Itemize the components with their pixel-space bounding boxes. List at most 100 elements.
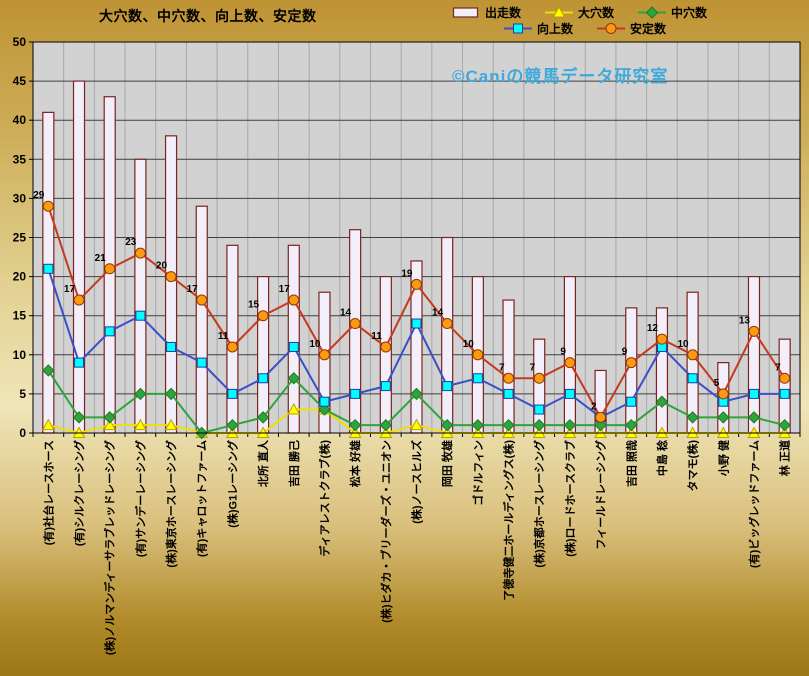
bar-swatch-rect xyxy=(452,6,479,18)
triangle-marker xyxy=(103,418,117,431)
circle-marker xyxy=(380,341,392,353)
diamond-marker xyxy=(533,418,546,432)
circle-marker xyxy=(687,349,699,361)
y-tick-label: 40 xyxy=(13,113,27,127)
triangle-marker xyxy=(287,403,301,415)
diamond-marker xyxy=(226,418,239,432)
square-marker xyxy=(135,310,146,321)
diamond-marker xyxy=(440,418,454,432)
legend-label: 向上数 xyxy=(537,21,574,36)
circle-marker xyxy=(411,278,422,290)
category-label: タマモ(株) xyxy=(686,440,700,492)
plot-border xyxy=(32,41,801,434)
square-marker xyxy=(350,388,361,399)
y-tick-label: 5 xyxy=(19,387,26,401)
square-marker xyxy=(196,357,207,368)
bar-swatch xyxy=(452,6,479,18)
circle-marker xyxy=(595,411,607,423)
category-label: (株)京都ホースレーシング xyxy=(532,440,546,568)
category-label: 中島 稔 xyxy=(655,440,669,476)
category-label: (有)サンデーレーシング xyxy=(133,440,147,557)
circle-marker xyxy=(42,200,54,212)
square-marker xyxy=(687,373,698,384)
diamond-marker xyxy=(778,418,791,432)
legend-row: 出走数 大穴数 中穴数 xyxy=(452,4,707,20)
diamond-marker xyxy=(348,418,362,432)
data-label: 15 xyxy=(248,300,260,311)
bar xyxy=(533,338,546,434)
circle-swatch xyxy=(597,22,626,34)
diamond-marker xyxy=(42,364,55,377)
data-label: 19 xyxy=(401,268,413,279)
circle-marker xyxy=(656,333,668,345)
line-series-2 xyxy=(43,263,790,423)
triangle-swatch xyxy=(545,5,574,17)
diamond-marker xyxy=(287,372,300,385)
square-marker xyxy=(288,341,299,352)
y-tick-label: 50 xyxy=(13,35,27,49)
circle-marker xyxy=(288,294,300,306)
square-swatch xyxy=(504,23,532,33)
triangle-marker xyxy=(410,418,423,431)
triangle-marker xyxy=(134,418,147,431)
data-label: 17 xyxy=(187,284,199,295)
y-tick-label: 20 xyxy=(13,270,27,284)
bar xyxy=(226,244,239,434)
circle-marker xyxy=(73,294,85,306)
square-marker xyxy=(442,381,453,392)
circle-marker xyxy=(472,349,484,361)
data-label: 14 xyxy=(432,308,444,319)
category-label: (有)ビッグレッドファーム xyxy=(747,440,761,568)
data-label: 11 xyxy=(371,331,382,342)
legend: 出走数 大穴数 中穴数 向上数 安定数 xyxy=(452,4,707,36)
square-marker xyxy=(43,263,54,274)
data-label: 10 xyxy=(309,339,321,350)
category-label: (株)東京ホースレーシング xyxy=(164,440,178,568)
diamond-marker xyxy=(164,387,178,401)
data-label: 20 xyxy=(156,261,168,272)
diamond-marker xyxy=(72,411,86,424)
data-label: 17 xyxy=(64,284,76,295)
square-marker xyxy=(380,381,391,392)
data-label: 9 xyxy=(622,347,628,358)
data-label: 23 xyxy=(125,237,137,248)
square-marker xyxy=(166,341,177,352)
circle-marker xyxy=(564,357,576,369)
data-label: 9 xyxy=(560,347,566,358)
data-label: 10 xyxy=(677,339,689,350)
diamond-marker xyxy=(410,387,423,401)
y-tick-label: 10 xyxy=(13,348,27,362)
category-label: (株)ロードホースクラブ xyxy=(563,440,577,557)
data-label: 2 xyxy=(591,401,597,412)
square-marker xyxy=(503,388,514,399)
category-label: 吉田 勝己 xyxy=(287,440,301,487)
data-label: 29 xyxy=(33,190,45,201)
circle-marker xyxy=(226,341,238,353)
diamond-marker xyxy=(502,418,515,432)
circle-marker xyxy=(318,349,330,361)
category-label: (株)ヒダカ・ブリーダーズ・ユニオン xyxy=(379,440,393,623)
circle-marker xyxy=(349,318,361,330)
category-label: フィールドレーシング xyxy=(594,440,608,550)
y-tick-label: 30 xyxy=(13,191,27,205)
diamond-marker xyxy=(379,418,393,432)
circle-marker xyxy=(503,372,515,384)
square-marker xyxy=(626,396,637,407)
category-label: 松本 好雄 xyxy=(348,440,362,487)
data-label: 10 xyxy=(463,339,475,350)
square-marker xyxy=(319,396,330,407)
diamond-marker xyxy=(594,418,607,432)
circle-marker xyxy=(625,357,637,369)
category-label: (有)社台レースホース xyxy=(41,440,55,545)
square-marker xyxy=(513,23,523,33)
data-label: 21 xyxy=(95,253,107,264)
y-tick-label: 0 xyxy=(19,426,26,440)
circle-marker xyxy=(104,263,116,275)
bar xyxy=(655,307,669,434)
square-marker xyxy=(227,388,238,399)
square-marker xyxy=(779,388,790,399)
bar xyxy=(747,276,761,434)
chart-title: 大穴数、中穴数、向上数、安定数 xyxy=(99,8,317,24)
